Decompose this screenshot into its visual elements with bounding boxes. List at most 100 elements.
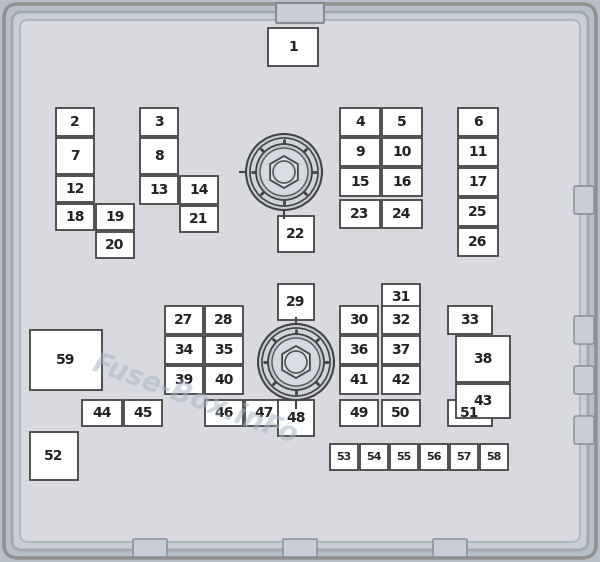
Bar bbox=[382, 336, 420, 364]
Bar bbox=[382, 138, 422, 166]
Bar bbox=[450, 444, 478, 470]
Bar bbox=[480, 444, 508, 470]
Bar bbox=[340, 108, 380, 136]
Bar bbox=[165, 366, 203, 394]
Circle shape bbox=[258, 324, 334, 400]
Text: 2: 2 bbox=[70, 115, 80, 129]
Text: 48: 48 bbox=[286, 411, 306, 425]
Bar bbox=[340, 366, 378, 394]
Bar bbox=[458, 228, 498, 256]
Bar bbox=[458, 138, 498, 166]
Bar bbox=[140, 138, 178, 174]
Bar bbox=[340, 200, 380, 228]
Text: 20: 20 bbox=[106, 238, 125, 252]
Text: 31: 31 bbox=[391, 290, 410, 304]
Text: 37: 37 bbox=[391, 343, 410, 357]
FancyBboxPatch shape bbox=[574, 416, 594, 444]
Text: 14: 14 bbox=[189, 183, 209, 197]
FancyBboxPatch shape bbox=[20, 20, 580, 542]
Text: 34: 34 bbox=[175, 343, 194, 357]
Text: 58: 58 bbox=[487, 452, 502, 462]
Polygon shape bbox=[282, 346, 310, 378]
Bar bbox=[30, 432, 78, 480]
Bar bbox=[268, 28, 318, 66]
Text: 56: 56 bbox=[426, 452, 442, 462]
Text: 1: 1 bbox=[288, 40, 298, 54]
Text: 52: 52 bbox=[44, 449, 64, 463]
Text: 59: 59 bbox=[56, 353, 76, 367]
Text: 46: 46 bbox=[214, 406, 233, 420]
Bar bbox=[330, 444, 358, 470]
Bar bbox=[382, 168, 422, 196]
Bar bbox=[340, 138, 380, 166]
Bar bbox=[140, 176, 178, 204]
Bar bbox=[340, 306, 378, 334]
Bar bbox=[180, 206, 218, 232]
Bar bbox=[382, 200, 422, 228]
Text: 33: 33 bbox=[460, 313, 479, 327]
Circle shape bbox=[268, 334, 324, 390]
Bar bbox=[382, 366, 420, 394]
Text: 55: 55 bbox=[397, 452, 412, 462]
Text: 24: 24 bbox=[392, 207, 412, 221]
Text: 49: 49 bbox=[349, 406, 368, 420]
Bar bbox=[165, 306, 203, 334]
Circle shape bbox=[260, 148, 308, 196]
Bar bbox=[245, 400, 283, 426]
Bar bbox=[96, 232, 134, 258]
Bar bbox=[205, 306, 243, 334]
Bar bbox=[278, 400, 314, 436]
Bar bbox=[448, 400, 492, 426]
Circle shape bbox=[256, 144, 312, 200]
Text: 38: 38 bbox=[473, 352, 493, 366]
Text: 57: 57 bbox=[457, 452, 472, 462]
Text: 26: 26 bbox=[469, 235, 488, 249]
Text: 40: 40 bbox=[214, 373, 233, 387]
Bar bbox=[165, 336, 203, 364]
Text: 50: 50 bbox=[391, 406, 410, 420]
FancyBboxPatch shape bbox=[12, 12, 588, 550]
Polygon shape bbox=[270, 156, 298, 188]
Bar bbox=[382, 284, 420, 310]
Bar bbox=[382, 306, 420, 334]
Text: 19: 19 bbox=[106, 210, 125, 224]
Bar bbox=[56, 138, 94, 174]
Bar bbox=[420, 444, 448, 470]
Bar bbox=[30, 330, 102, 390]
Bar bbox=[82, 400, 122, 426]
Circle shape bbox=[272, 338, 320, 386]
Text: 54: 54 bbox=[366, 452, 382, 462]
Text: 4: 4 bbox=[355, 115, 365, 129]
Bar bbox=[390, 444, 418, 470]
Bar bbox=[278, 284, 314, 320]
Text: 30: 30 bbox=[349, 313, 368, 327]
Bar bbox=[124, 400, 162, 426]
Circle shape bbox=[273, 161, 295, 183]
Bar bbox=[180, 176, 218, 204]
FancyBboxPatch shape bbox=[574, 316, 594, 344]
Text: 6: 6 bbox=[473, 115, 483, 129]
Bar bbox=[56, 204, 94, 230]
Bar bbox=[56, 108, 94, 136]
Text: 44: 44 bbox=[92, 406, 112, 420]
Bar bbox=[205, 400, 243, 426]
Bar bbox=[382, 400, 420, 426]
FancyBboxPatch shape bbox=[283, 539, 317, 557]
Text: 47: 47 bbox=[254, 406, 274, 420]
Text: 32: 32 bbox=[391, 313, 410, 327]
Bar bbox=[340, 168, 380, 196]
Bar bbox=[458, 168, 498, 196]
Text: 10: 10 bbox=[392, 145, 412, 159]
FancyBboxPatch shape bbox=[4, 4, 596, 558]
Text: 51: 51 bbox=[460, 406, 480, 420]
FancyBboxPatch shape bbox=[433, 539, 467, 557]
Bar bbox=[205, 366, 243, 394]
Text: 22: 22 bbox=[286, 227, 306, 241]
Circle shape bbox=[246, 134, 322, 210]
Text: 28: 28 bbox=[214, 313, 234, 327]
Text: 8: 8 bbox=[154, 149, 164, 163]
Text: 21: 21 bbox=[189, 212, 209, 226]
Text: 11: 11 bbox=[468, 145, 488, 159]
Text: 12: 12 bbox=[65, 182, 85, 196]
Bar bbox=[340, 336, 378, 364]
